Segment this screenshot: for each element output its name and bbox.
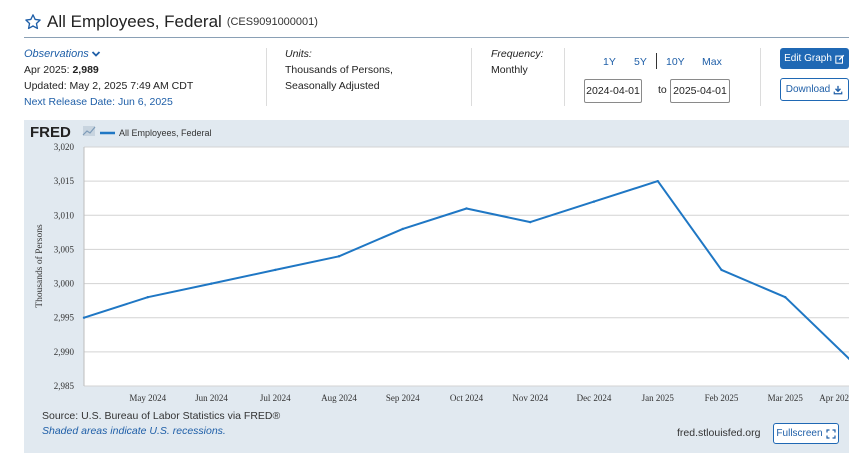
series-code: (CES9091000001) bbox=[226, 16, 318, 28]
observation-value: 2,989 bbox=[72, 64, 99, 76]
x-tick-label: Dec 2024 bbox=[577, 393, 612, 403]
fred-logo-icon bbox=[82, 126, 96, 136]
divider bbox=[564, 48, 565, 106]
data-points bbox=[82, 179, 849, 360]
fullscreen-label: Fullscreen bbox=[776, 428, 823, 439]
range-divider bbox=[656, 53, 657, 69]
data-point bbox=[210, 282, 213, 285]
download-button[interactable]: Download bbox=[780, 78, 849, 101]
data-point bbox=[274, 268, 277, 272]
divider bbox=[266, 48, 267, 106]
latest-observation: Apr 2025: 2,989 bbox=[24, 62, 193, 78]
divider bbox=[471, 48, 472, 106]
to-label: to bbox=[658, 84, 667, 96]
data-point bbox=[337, 255, 341, 258]
recession-note: Shaded areas indicate U.S. recessions. bbox=[42, 425, 226, 437]
observations-block: Observations Apr 2025: 2,989 Updated: Ma… bbox=[24, 46, 193, 110]
y-tick-labels: 2,985 2,990 2,995 3,000 3,005 3,010 3,015 3,020 bbox=[54, 142, 75, 391]
y-tick-label: 3,000 bbox=[54, 279, 75, 289]
data-point bbox=[656, 179, 659, 183]
legend-label: All Employees, Federal bbox=[119, 128, 212, 138]
grid bbox=[83, 146, 849, 387]
x-tick-label: Feb 2025 bbox=[705, 393, 739, 403]
range-5y-button[interactable]: 5Y bbox=[634, 56, 647, 68]
fred-logo: FRED bbox=[30, 124, 71, 141]
y-tick-label: 3,005 bbox=[54, 244, 75, 254]
download-icon bbox=[833, 85, 843, 94]
data-point bbox=[784, 296, 787, 299]
y-tick-label: 3,015 bbox=[54, 176, 75, 186]
x-tick-label: Mar 2025 bbox=[768, 393, 804, 403]
site-link[interactable]: fred.stlouisfed.org bbox=[677, 427, 761, 439]
data-point bbox=[592, 200, 596, 203]
x-tick-labels: May 2024 Jun 2024 Jul 2024 Aug 2024 Sep 2024… bbox=[129, 393, 849, 403]
range-10y-button[interactable]: 10Y bbox=[666, 56, 685, 68]
frequency-value: Monthly bbox=[491, 64, 528, 76]
x-tick-label: Jan 2025 bbox=[642, 393, 675, 403]
divider bbox=[760, 48, 761, 106]
chevron-down-icon[interactable] bbox=[91, 49, 101, 59]
end-date-input[interactable] bbox=[670, 79, 730, 103]
star-icon[interactable] bbox=[24, 13, 42, 31]
units-line-2: Seasonally Adjusted bbox=[285, 80, 380, 92]
x-tick-label: Jul 2024 bbox=[260, 393, 291, 403]
updated-text: Updated: May 2, 2025 7:49 AM CDT bbox=[24, 80, 194, 92]
data-point bbox=[82, 316, 86, 319]
fullscreen-icon bbox=[825, 428, 836, 439]
data-point bbox=[401, 227, 404, 231]
data-point bbox=[847, 357, 849, 360]
y-tick-label: 3,010 bbox=[54, 210, 75, 220]
y-tick-label: 3,020 bbox=[54, 142, 75, 152]
range-max-button[interactable]: Max bbox=[702, 56, 722, 68]
y-tick-label: 2,985 bbox=[54, 381, 75, 391]
edit-graph-button[interactable]: Edit Graph bbox=[780, 48, 849, 69]
units-line-1: Thousands of Persons, bbox=[285, 64, 393, 76]
page-title: All Employees, Federal bbox=[47, 12, 222, 31]
data-point bbox=[529, 220, 532, 224]
x-tick-label: Oct 2024 bbox=[450, 393, 484, 403]
x-tick-label: Sep 2024 bbox=[386, 393, 420, 403]
plot-area bbox=[84, 147, 849, 386]
frequency-label: Frequency: bbox=[491, 48, 544, 60]
units-block: Units: Thousands of Persons, Seasonally … bbox=[285, 46, 393, 94]
x-tick-label: May 2024 bbox=[129, 393, 166, 403]
next-release-text: Next Release Date: Jun 6, 2025 bbox=[24, 96, 173, 108]
observations-label[interactable]: Observations bbox=[24, 48, 89, 60]
y-tick-label: 2,990 bbox=[54, 347, 75, 357]
title-row: All Employees, Federal (CES9091000001) bbox=[24, 10, 318, 34]
fullscreen-button[interactable]: Fullscreen bbox=[773, 423, 839, 444]
x-tick-label: Jun 2024 bbox=[195, 393, 228, 403]
data-point bbox=[720, 268, 723, 272]
source-text: Source: U.S. Bureau of Labor Statistics … bbox=[42, 410, 281, 422]
range-1y-button[interactable]: 1Y bbox=[603, 56, 616, 68]
observation-date: Apr 2025: bbox=[24, 64, 70, 76]
start-date-input[interactable] bbox=[584, 79, 642, 103]
data-point bbox=[465, 207, 468, 210]
observations-dropdown[interactable]: Observations bbox=[24, 46, 193, 62]
y-tick-label: 2,995 bbox=[54, 313, 75, 323]
edit-graph-label: Edit Graph bbox=[784, 53, 832, 64]
y-axis-label: Thousands of Persons bbox=[34, 224, 45, 308]
title-divider bbox=[24, 37, 849, 38]
line-chart[interactable]: FRED All Employees, Federal 2,9852,9902,… bbox=[24, 120, 849, 405]
edit-icon bbox=[835, 54, 845, 64]
data-point bbox=[146, 296, 149, 299]
x-tick-label: Apr 202 bbox=[819, 393, 849, 403]
frequency-block: Frequency: Monthly bbox=[491, 46, 544, 78]
download-label: Download bbox=[785, 84, 831, 95]
x-tick-label: Aug 2024 bbox=[321, 393, 357, 403]
units-label: Units: bbox=[285, 48, 312, 60]
x-tick-label: Nov 2024 bbox=[512, 393, 548, 403]
